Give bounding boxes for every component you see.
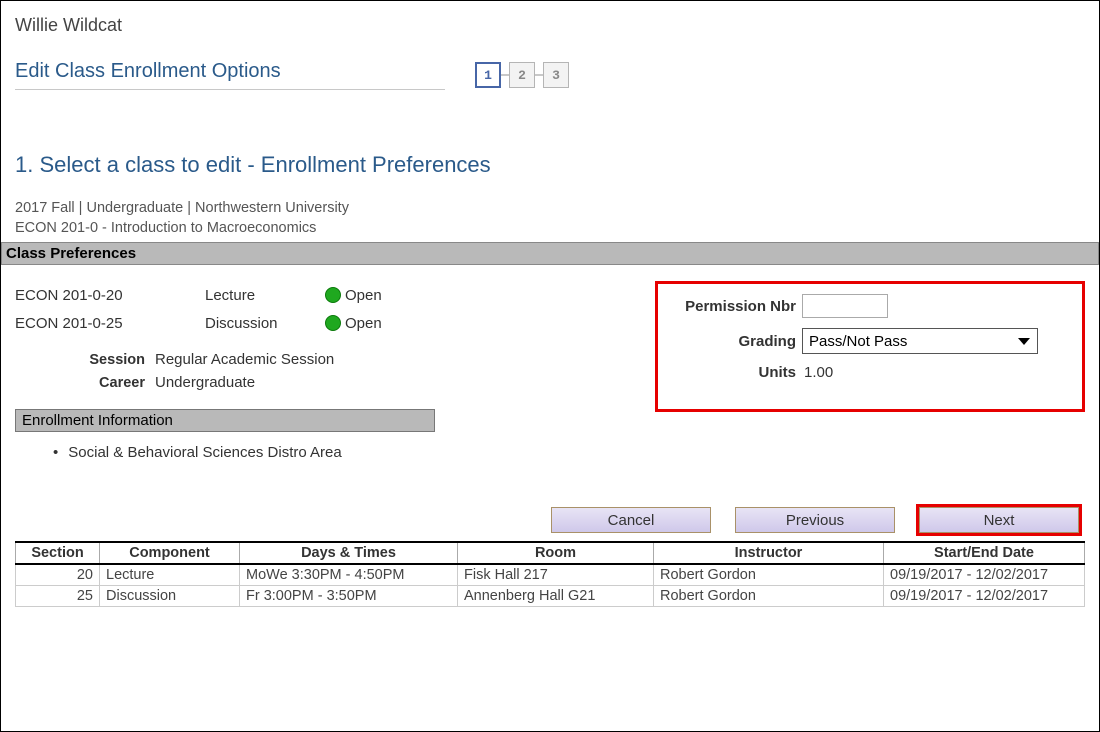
class-preferences-header: Class Preferences [1, 242, 1099, 265]
col-section: Section [16, 542, 100, 564]
class-row: ECON 201-0-25 Discussion Open [15, 309, 655, 337]
cell-component: Discussion [100, 586, 240, 607]
status-text: Open [345, 315, 382, 332]
permission-number-label: Permission Nbr [670, 298, 802, 315]
left-column: ECON 201-0-20 Lecture Open ECON 201-0-25… [15, 281, 655, 461]
step-3[interactable]: 3 [543, 62, 569, 88]
next-button[interactable]: Next [919, 507, 1079, 533]
schedule-table: Section Component Days & Times Room Inst… [15, 541, 1085, 607]
class-type: Lecture [205, 287, 325, 304]
enrollment-options-highlight: Permission Nbr Grading Pass/Not Pass Uni… [655, 281, 1085, 412]
step-1[interactable]: 1 [475, 62, 501, 88]
career-label: Career [15, 375, 155, 391]
cell-section: 25 [16, 586, 100, 607]
class-code: ECON 201-0-25 [15, 315, 205, 332]
career-value: Undergraduate [155, 374, 255, 391]
session-row: Session Regular Academic Session [15, 351, 655, 368]
table-row: 20 Lecture MoWe 3:30PM - 4:50PM Fisk Hal… [16, 564, 1085, 586]
cell-dates: 09/19/2017 - 12/02/2017 [884, 586, 1085, 607]
cell-dates: 09/19/2017 - 12/02/2017 [884, 564, 1085, 586]
units-row: Units 1.00 [670, 364, 1070, 381]
cell-instructor: Robert Gordon [654, 564, 884, 586]
grading-select-wrap: Pass/Not Pass [802, 328, 1038, 354]
class-type: Discussion [205, 315, 325, 332]
class-status: Open [325, 314, 382, 332]
cell-days-times: Fr 3:00PM - 3:50PM [240, 586, 458, 607]
grading-row: Grading Pass/Not Pass [670, 328, 1070, 354]
status-open-icon [325, 315, 341, 331]
cell-room: Annenberg Hall G21 [458, 586, 654, 607]
cell-room: Fisk Hall 217 [458, 564, 654, 586]
action-button-row: Cancel Previous Next [15, 507, 1079, 533]
table-header-row: Section Component Days & Times Room Inst… [16, 542, 1085, 564]
session-value: Regular Academic Session [155, 351, 334, 368]
section-heading: 1. Select a class to edit - Enrollment P… [15, 152, 1085, 178]
schedule-table-head: Section Component Days & Times Room Inst… [16, 542, 1085, 564]
enrollment-info-bullet: Social & Behavioral Sciences Distro Area [53, 444, 655, 461]
page-container: Willie Wildcat Edit Class Enrollment Opt… [0, 0, 1100, 732]
page-title-row: Edit Class Enrollment Options 1 2 3 [15, 60, 1085, 90]
cell-component: Lecture [100, 564, 240, 586]
course-title: - Introduction to Macroeconomics [98, 220, 316, 236]
units-label: Units [670, 364, 802, 381]
grading-select[interactable]: Pass/Not Pass [802, 328, 1038, 354]
col-start-end-date: Start/End Date [884, 542, 1085, 564]
col-component: Component [100, 542, 240, 564]
class-row: ECON 201-0-20 Lecture Open [15, 281, 655, 309]
page-title: Edit Class Enrollment Options [15, 60, 445, 90]
enrollment-information-header: Enrollment Information [15, 409, 435, 432]
cell-section: 20 [16, 564, 100, 586]
status-text: Open [345, 287, 382, 304]
units-value: 1.00 [802, 364, 833, 381]
grading-label: Grading [670, 333, 802, 350]
step-2[interactable]: 2 [509, 62, 535, 88]
course-context: ECON 201-0 - Introduction to Macroeconom… [15, 220, 1085, 236]
permission-number-row: Permission Nbr [670, 294, 1070, 318]
step-connector [501, 74, 509, 76]
user-name: Willie Wildcat [15, 15, 1085, 36]
permission-number-input[interactable] [802, 294, 888, 318]
cancel-button[interactable]: Cancel [551, 507, 711, 533]
class-status: Open [325, 286, 382, 304]
preferences-area: ECON 201-0-20 Lecture Open ECON 201-0-25… [15, 281, 1085, 461]
previous-button[interactable]: Previous [735, 507, 895, 533]
class-code: ECON 201-0-20 [15, 287, 205, 304]
session-label: Session [15, 352, 155, 368]
term-context: 2017 Fall | Undergraduate | Northwestern… [15, 200, 1085, 216]
schedule-table-body: 20 Lecture MoWe 3:30PM - 4:50PM Fisk Hal… [16, 564, 1085, 607]
col-instructor: Instructor [654, 542, 884, 564]
col-days-times: Days & Times [240, 542, 458, 564]
step-indicator: 1 2 3 [475, 62, 569, 88]
step-connector [535, 74, 543, 76]
course-code: ECON 201-0 [15, 220, 98, 236]
table-row: 25 Discussion Fr 3:00PM - 3:50PM Annenbe… [16, 586, 1085, 607]
cell-instructor: Robert Gordon [654, 586, 884, 607]
status-open-icon [325, 287, 341, 303]
col-room: Room [458, 542, 654, 564]
right-column: Permission Nbr Grading Pass/Not Pass Uni… [655, 281, 1085, 461]
cell-days-times: MoWe 3:30PM - 4:50PM [240, 564, 458, 586]
career-row: Career Undergraduate [15, 374, 655, 391]
